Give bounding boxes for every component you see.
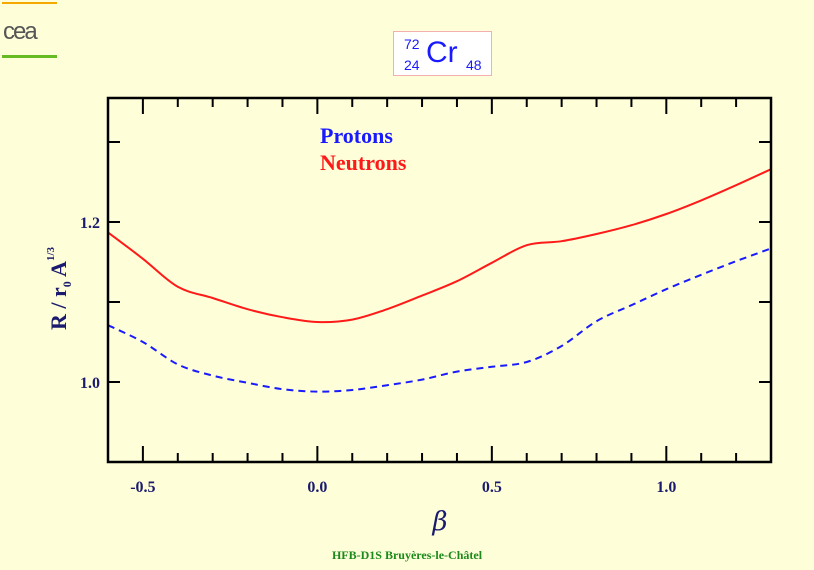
plot-frame [106, 96, 773, 464]
y-axis-label: R / r0 A1/3 [45, 246, 74, 330]
legend-protons: Protons [320, 123, 393, 148]
x-axis-label: β [431, 507, 447, 537]
svg-text:cea: cea [3, 18, 38, 45]
atomic-number: 24 [404, 57, 420, 73]
series-line-protons [107, 247, 772, 393]
svg-text:R / r0 A1/3: R / r0 A1/3 [45, 246, 74, 330]
x-tick-label: 1.0 [656, 479, 676, 496]
series-line-neutrons [107, 168, 772, 324]
mass-number: 72 [404, 36, 420, 52]
x-tick-label: 0.5 [482, 479, 502, 496]
footer-credit: HFB-D1S Bruyères-le-Châtel [331, 548, 483, 562]
legend-neutrons: Neutrons [320, 150, 407, 175]
neutron-number: 48 [466, 57, 482, 73]
x-tick-label: 0.0 [307, 479, 327, 496]
x-tick-label: -0.5 [130, 479, 155, 496]
cea-logo: cea [2, 2, 57, 58]
element-symbol: Cr [426, 36, 458, 69]
y-tick-label: 1.0 [80, 375, 100, 392]
nucleus-label: 72 24 Cr 48 [393, 31, 492, 76]
y-tick-label: 1.2 [80, 215, 100, 232]
